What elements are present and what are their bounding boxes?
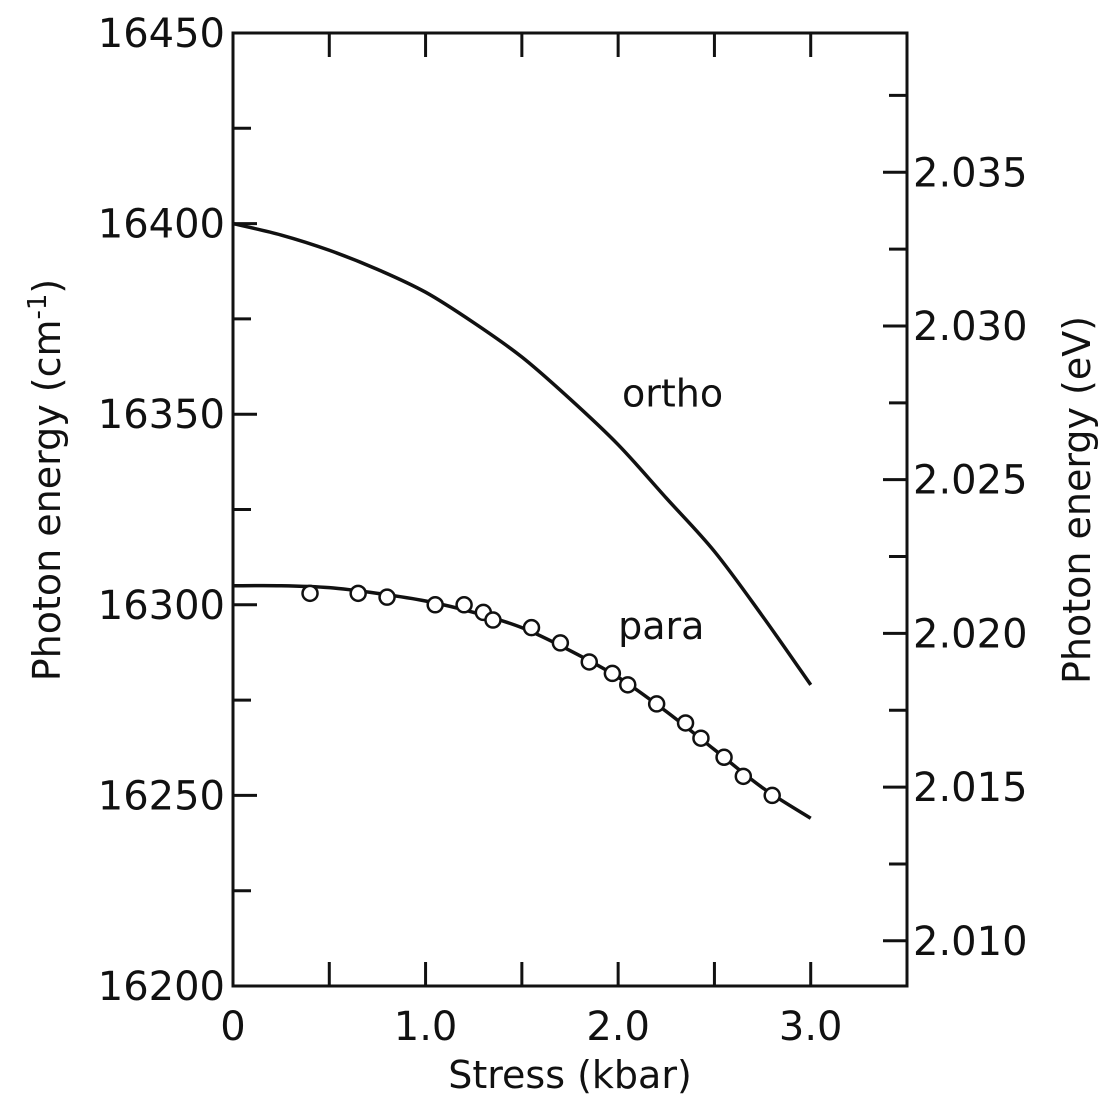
series-annotations: ortho para xyxy=(618,372,723,649)
y-axis-title: Photon energy (cm-1) xyxy=(23,279,69,682)
y2-tick-label: 2.035 xyxy=(913,150,1028,196)
data-point xyxy=(619,676,637,694)
data-point xyxy=(551,634,570,652)
x-tick-label: 3.0 xyxy=(779,1004,843,1050)
y-axis-title-main: Photon energy (cm xyxy=(25,319,69,681)
annotation-para: para xyxy=(618,604,704,648)
y2-tick-label: 2.015 xyxy=(913,765,1028,811)
measured-points xyxy=(301,584,781,805)
y2-tick-label: 2.020 xyxy=(913,611,1028,657)
series-line-para xyxy=(232,583,812,820)
series-curves xyxy=(232,221,813,820)
data-point xyxy=(349,584,367,603)
data-point xyxy=(715,748,733,767)
y2-tick-label: 2.030 xyxy=(913,304,1028,350)
x-tick-label: 2.0 xyxy=(586,1004,650,1050)
annotation-ortho: ortho xyxy=(622,372,723,416)
data-point xyxy=(426,596,444,614)
y2-axis-title: Photon energy (eV) xyxy=(1055,316,1099,684)
y-tick-label: 16400 xyxy=(98,202,225,248)
y-tick-label: 16300 xyxy=(98,583,225,629)
y-tick-label: 16250 xyxy=(98,773,225,819)
data-point xyxy=(522,618,541,637)
series-line-ortho xyxy=(232,221,813,686)
y-tick-label: 16200 xyxy=(98,964,225,1010)
axis-ticks xyxy=(231,31,907,988)
data-point xyxy=(484,611,502,629)
data-point xyxy=(763,786,781,805)
x-tick-label: 0 xyxy=(220,1004,245,1050)
data-point xyxy=(734,767,753,786)
data-point xyxy=(692,729,710,747)
data-point xyxy=(301,584,319,603)
x-axis-title: Stress (kbar) xyxy=(448,1053,692,1097)
axis-tick-labels: 0 1.0 2.0 3.0 16200 16250 16300 16350 16400 16450… xyxy=(98,11,1028,1050)
y-tick-label: 16350 xyxy=(98,392,225,438)
y-axis-title-close: ) xyxy=(25,279,69,294)
y2-tick-label: 2.025 xyxy=(913,458,1028,504)
data-point xyxy=(603,664,622,683)
y-tick-label: 16450 xyxy=(98,11,225,57)
x-tick-label: 1.0 xyxy=(394,1004,458,1050)
y-axis-title-superscript: -1 xyxy=(23,294,53,320)
data-point xyxy=(647,695,666,713)
data-point xyxy=(378,588,396,606)
data-point xyxy=(580,653,599,671)
y2-tick-label: 2.010 xyxy=(913,919,1028,965)
plot-frame xyxy=(231,31,909,988)
data-point xyxy=(455,596,473,614)
data-point xyxy=(676,714,695,732)
